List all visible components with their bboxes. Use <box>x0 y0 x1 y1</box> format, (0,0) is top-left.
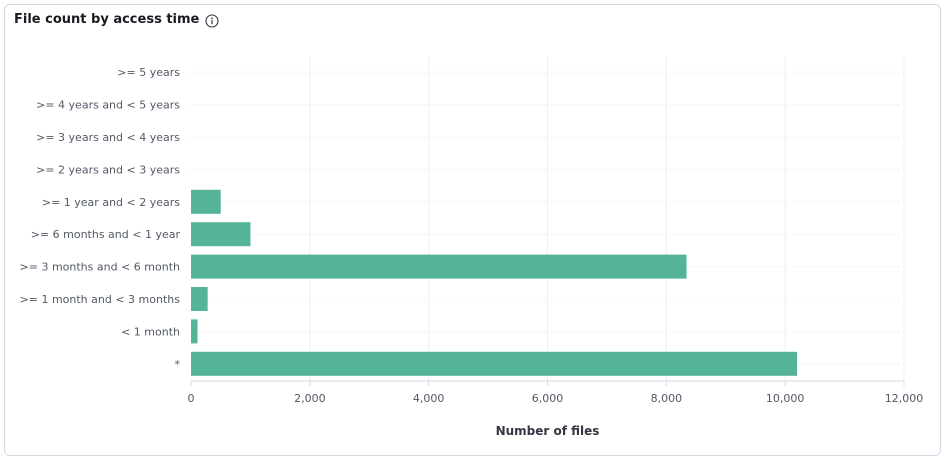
x-tick-label: 0 <box>188 392 195 405</box>
bar[interactable] <box>191 351 798 376</box>
bar[interactable] <box>191 287 208 311</box>
y-tick-label: >= 2 years and < 3 years <box>36 163 180 176</box>
bar[interactable] <box>191 319 198 344</box>
y-tick-label: >= 3 months and < 6 month <box>20 261 180 274</box>
y-tick-label: < 1 month <box>121 325 180 338</box>
y-tick-label: >= 4 years and < 5 years <box>36 99 180 112</box>
x-tick-label: 12,000 <box>885 392 924 405</box>
bar[interactable] <box>191 222 251 247</box>
x-tick-label: 6,000 <box>532 392 564 405</box>
info-icon[interactable] <box>205 13 219 28</box>
x-tick-label: 8,000 <box>651 392 683 405</box>
y-tick-label: * <box>175 358 181 371</box>
panel-header: File count by access time <box>14 12 219 28</box>
y-tick-label: >= 3 years and < 4 years <box>36 131 180 144</box>
y-tick-label: >= 6 months and < 1 year <box>31 228 181 241</box>
x-axis-title: Number of files <box>496 424 600 438</box>
x-tick-label: 10,000 <box>766 392 805 405</box>
x-tick-label: 4,000 <box>413 392 445 405</box>
panel-title: File count by access time <box>14 12 200 27</box>
y-tick-label: >= 1 year and < 2 years <box>42 196 180 209</box>
y-tick-label: >= 1 month and < 3 months <box>20 293 181 306</box>
chart-bars <box>191 189 798 376</box>
y-tick-label: >= 5 years <box>117 66 180 79</box>
bar[interactable] <box>191 189 221 214</box>
x-axis-labels: 0 2,000 4,000 6,000 8,000 10,000 12,000 <box>188 381 924 405</box>
chart-grid <box>191 56 905 381</box>
x-tick-label: 2,000 <box>294 392 326 405</box>
y-axis-labels: >= 5 years >= 4 years and < 5 years >= 3 y… <box>20 66 181 371</box>
bar[interactable] <box>191 254 687 279</box>
